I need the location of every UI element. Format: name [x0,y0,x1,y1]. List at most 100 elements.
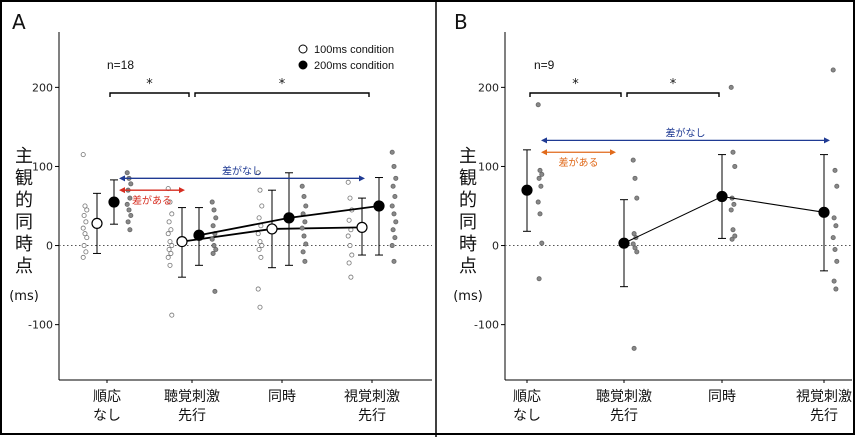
panel-b-data-point [732,233,738,239]
panel-a-data-point [346,260,352,266]
panel-a-mean-marker [266,223,278,235]
panel-a-data-point [256,215,262,221]
panel-a-data-point [302,258,308,264]
panel-a-data-point [81,212,87,218]
panel-b-data-point [537,167,543,173]
panel-b-data-point [536,276,542,282]
panel-a-data-point [166,246,172,252]
panel-b-data-point [632,175,638,181]
panel-b-x-tick-label: 視覚刺激 [796,388,852,405]
panel-a-mean-marker [356,221,368,233]
panel-b-x-tick-label: 先行 [810,408,838,424]
panel-b-data-point [539,171,545,177]
panel-a-data-point [389,149,395,155]
panel-a-mean-marker [373,200,385,212]
panel-a-ylabel-char: 観 [15,168,33,189]
panel-b-mean-marker [716,190,728,203]
panel-b-annotation-arrowhead-left [541,137,547,144]
panel-a-data-point [82,231,88,237]
panel-b-annotation-arrowhead-right [610,149,616,156]
panel-a-data-point [345,179,351,185]
panel-b-data-point [729,236,735,242]
panel-a-data-point [210,250,216,256]
panel-a-data-point [125,219,131,225]
panel-a-y-tick-label: -100 [28,319,53,332]
panel-a-legend-label: 200ms condition [314,60,394,72]
panel-b-data-point [535,199,541,205]
panel-b-data-point [833,286,839,292]
panel-a-data-point [391,163,397,169]
panel-b-ylabel-char: 主 [459,146,477,167]
panel-a-data-point [169,312,175,318]
panel-b-data-point [539,240,545,246]
panel-a-data-point [302,219,308,225]
panel-a-data-point [346,217,352,223]
panel-a-data-point [255,231,261,237]
panel-a-data-point [80,225,86,231]
panel-a-ylabel-char: 同 [15,212,33,233]
panel-a-data-point [390,227,396,233]
panel-b-annotation-label: 差がある [559,156,599,169]
panel-a-data-point [299,183,305,189]
panel-b-data-point [833,223,839,229]
panel-a-ylabel-char: 的 [15,190,33,211]
panel-a-y-tick-label: 0 [46,240,53,253]
panel-a-data-point [210,223,216,229]
panel-a-data-point [209,199,215,205]
panel-a-legend-label: 100ms condition [314,44,394,56]
panel-a-data-point [255,286,261,292]
panel-a-data-point [82,203,88,209]
panel-b-ylabel-char: 観 [459,168,477,189]
panel-a-data-point [127,195,133,201]
panel-b-data-point [535,102,541,108]
panel-b-n-label: n=9 [534,58,555,72]
panel-b-data-point [730,227,736,233]
panel-b-ylabel-unit: (ms) [453,289,483,304]
panel-b-mean-marker [818,206,830,218]
panel-b-y-tick-label: -100 [474,319,499,332]
panel-a-annotation-label: 差がなし [222,164,262,177]
panel-b-data-point [634,195,640,201]
panel-b-data-point [832,246,838,252]
panel-a-x-tick-label: 視覚刺激 [344,388,400,405]
panel-b-sig-bracket [626,92,720,97]
panel-a-ylabel-char: 点 [15,256,33,277]
panel-a-data-point [83,249,89,255]
panel-a-data-point [257,304,263,310]
panel-b-data-point [630,241,636,247]
panel-b-annotation-arrowhead-right [824,137,830,144]
panel-a-data-point [393,175,399,181]
panel-a-data-point [167,262,173,268]
panel-b-annotation-label: 差がなし [666,126,706,139]
panel-b-data-point [832,167,838,173]
panel-a-data-point [301,233,307,239]
panel-b-x-tick-label: なし [513,408,541,424]
panel-a-data-point [124,201,130,207]
panel-a-sig-star: * [146,77,153,92]
panel-b-data-point [631,345,637,351]
panel-a-annotation-arrowhead-right [359,175,365,182]
panel-b-data-point [831,215,837,221]
panel-a-x-tick-label: 同時 [268,389,296,405]
panel-a-data-point [209,236,215,242]
panel-a-data-point [213,215,219,221]
panel-a-annotation-label: 差がある [132,194,172,207]
panel-b-letter: B [454,10,468,34]
panel-a-annotation-arrowhead-right [179,187,185,194]
panel-b-sig-star: * [572,77,579,92]
panel-a-mean-marker [108,196,120,208]
panel-a-data-point [257,239,263,245]
panel-a-data-point [303,241,309,247]
panel-b-x-tick-label: 同時 [708,389,736,405]
panel-b-y-tick-label: 0 [492,240,499,253]
panel-a-data-point [128,212,134,218]
panel-a-data-point [127,227,133,233]
panel-a-letter: A [12,10,26,34]
panel-a-data-point [255,170,261,176]
panel-a-legend-marker [298,60,308,70]
panel-a-x-tick-label: 聴覚刺激 [164,388,220,405]
panel-a-data-point [84,235,90,241]
panel-a-data-point [259,203,265,209]
panel-a-data-point [168,250,174,256]
